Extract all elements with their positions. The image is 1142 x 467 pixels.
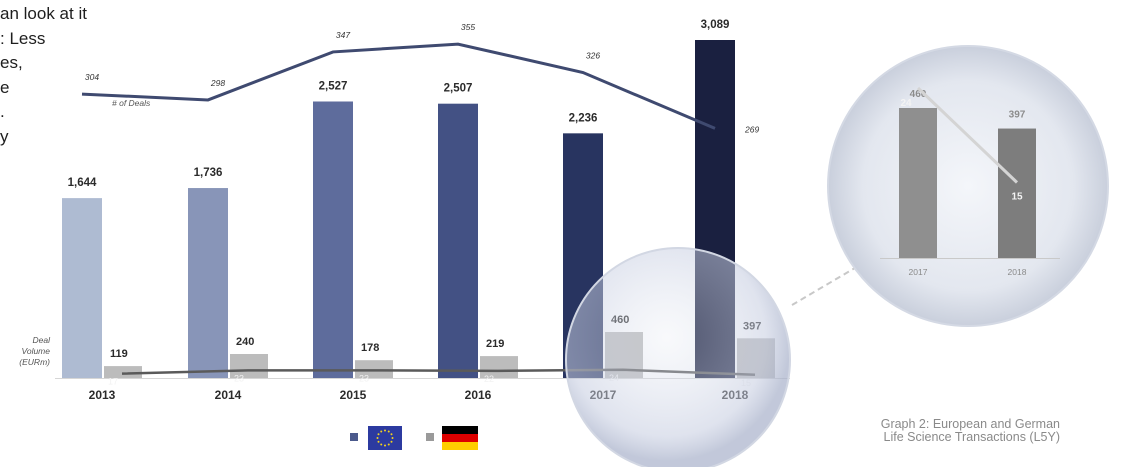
- bar-eu-value-label: 2,527: [319, 80, 348, 92]
- deals-value-label: 269: [744, 124, 759, 134]
- zoom-series-line: [916, 86, 1019, 184]
- side-text-line: e: [0, 77, 10, 97]
- bar-de-value-label: 240: [236, 336, 254, 348]
- bar-de-volume: [104, 366, 142, 378]
- deals-value-label: 347: [336, 30, 350, 40]
- zoom-bar-value-label: 460: [910, 89, 927, 100]
- side-text-line: : Less: [0, 28, 46, 48]
- bar-de-volume: [230, 354, 268, 378]
- bar-eu-value-label: 2,507: [444, 83, 473, 95]
- zoom-bar-de-volume: [899, 108, 937, 258]
- side-text-line: y: [0, 126, 9, 146]
- deals-value-label: 355: [461, 22, 475, 32]
- zoom-x-tick-label: 2017: [909, 267, 928, 277]
- graph-caption: Graph 2: European and German Life Scienc…: [760, 418, 1060, 444]
- bar-de-volume: [355, 360, 393, 378]
- side-text-line: an look at it: [0, 4, 87, 23]
- bar-eu-value-label: 3,089: [701, 19, 730, 31]
- y-axis-label: Deal Volume (EURm): [19, 335, 51, 367]
- bar-eu-value-label: 1,644: [68, 177, 97, 189]
- deals-value-label: 326: [586, 51, 600, 61]
- side-text-line: .: [0, 102, 5, 122]
- caption-line: Graph 2: European and German: [880, 417, 1060, 431]
- zoom-x-tick-label: 2018: [1008, 267, 1027, 277]
- zoom-line-value-label: 15: [1011, 192, 1023, 203]
- eu-flag-icon: [368, 426, 402, 450]
- x-tick-label: 2016: [465, 388, 492, 402]
- bar-eu-volume: [438, 103, 478, 379]
- deals-value-label: 304: [85, 72, 99, 82]
- bar-eu-value-label: 2,236: [569, 112, 598, 124]
- bar-eu-value-label: 1,736: [194, 167, 223, 179]
- legend-de-marker: [426, 433, 434, 441]
- caption-line: Life Science Transactions (L5Y): [883, 430, 1060, 444]
- germany-flag-icon: [442, 426, 478, 450]
- bar-de-value-label: 219: [486, 338, 504, 350]
- x-tick-label: 2013: [89, 388, 116, 402]
- zoom-bar-value-label: 397: [1009, 110, 1026, 121]
- bar-eu-volume: [188, 188, 228, 378]
- deals-value-label: 298: [210, 78, 225, 88]
- de-deals-value-label: 17: [108, 377, 118, 387]
- magnifier-connector: [791, 264, 861, 306]
- bar-de-value-label: 119: [110, 348, 128, 360]
- deals-series-label: # of Deals: [112, 98, 151, 108]
- bar-eu-volume: [313, 101, 353, 379]
- side-text-line: es,: [0, 53, 23, 73]
- bar-eu-volume: [62, 198, 102, 378]
- zoom-line-value-label: 24: [900, 98, 912, 109]
- de-deals-value-label: 23: [359, 373, 369, 383]
- de-deals-value-label: 23: [234, 373, 244, 383]
- magnifier-lens: [565, 247, 791, 467]
- de-deals-value-label: 22: [484, 374, 494, 384]
- side-text-fragment: an look at it : Less es, e . y: [0, 2, 130, 150]
- zoom-chart: 460 2017 397 2018 24 15: [880, 86, 1060, 277]
- bar-de-volume: [480, 356, 518, 378]
- legend-eu-marker: [350, 433, 358, 441]
- magnified-view: [827, 45, 1109, 327]
- bar-de-value-label: 178: [361, 342, 379, 354]
- zoom-bar-de-volume: [998, 128, 1036, 258]
- x-tick-label: 2014: [215, 388, 242, 402]
- series-line-deals: [81, 42, 716, 130]
- x-tick-label: 2015: [340, 388, 367, 402]
